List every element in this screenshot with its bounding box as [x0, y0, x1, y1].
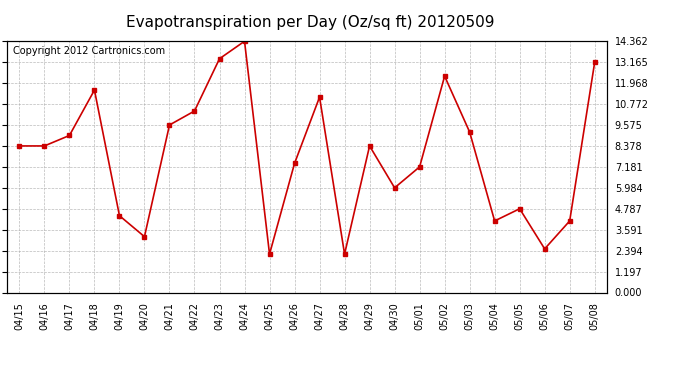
Text: Copyright 2012 Cartronics.com: Copyright 2012 Cartronics.com: [13, 46, 165, 56]
Text: Evapotranspiration per Day (Oz/sq ft) 20120509: Evapotranspiration per Day (Oz/sq ft) 20…: [126, 15, 495, 30]
